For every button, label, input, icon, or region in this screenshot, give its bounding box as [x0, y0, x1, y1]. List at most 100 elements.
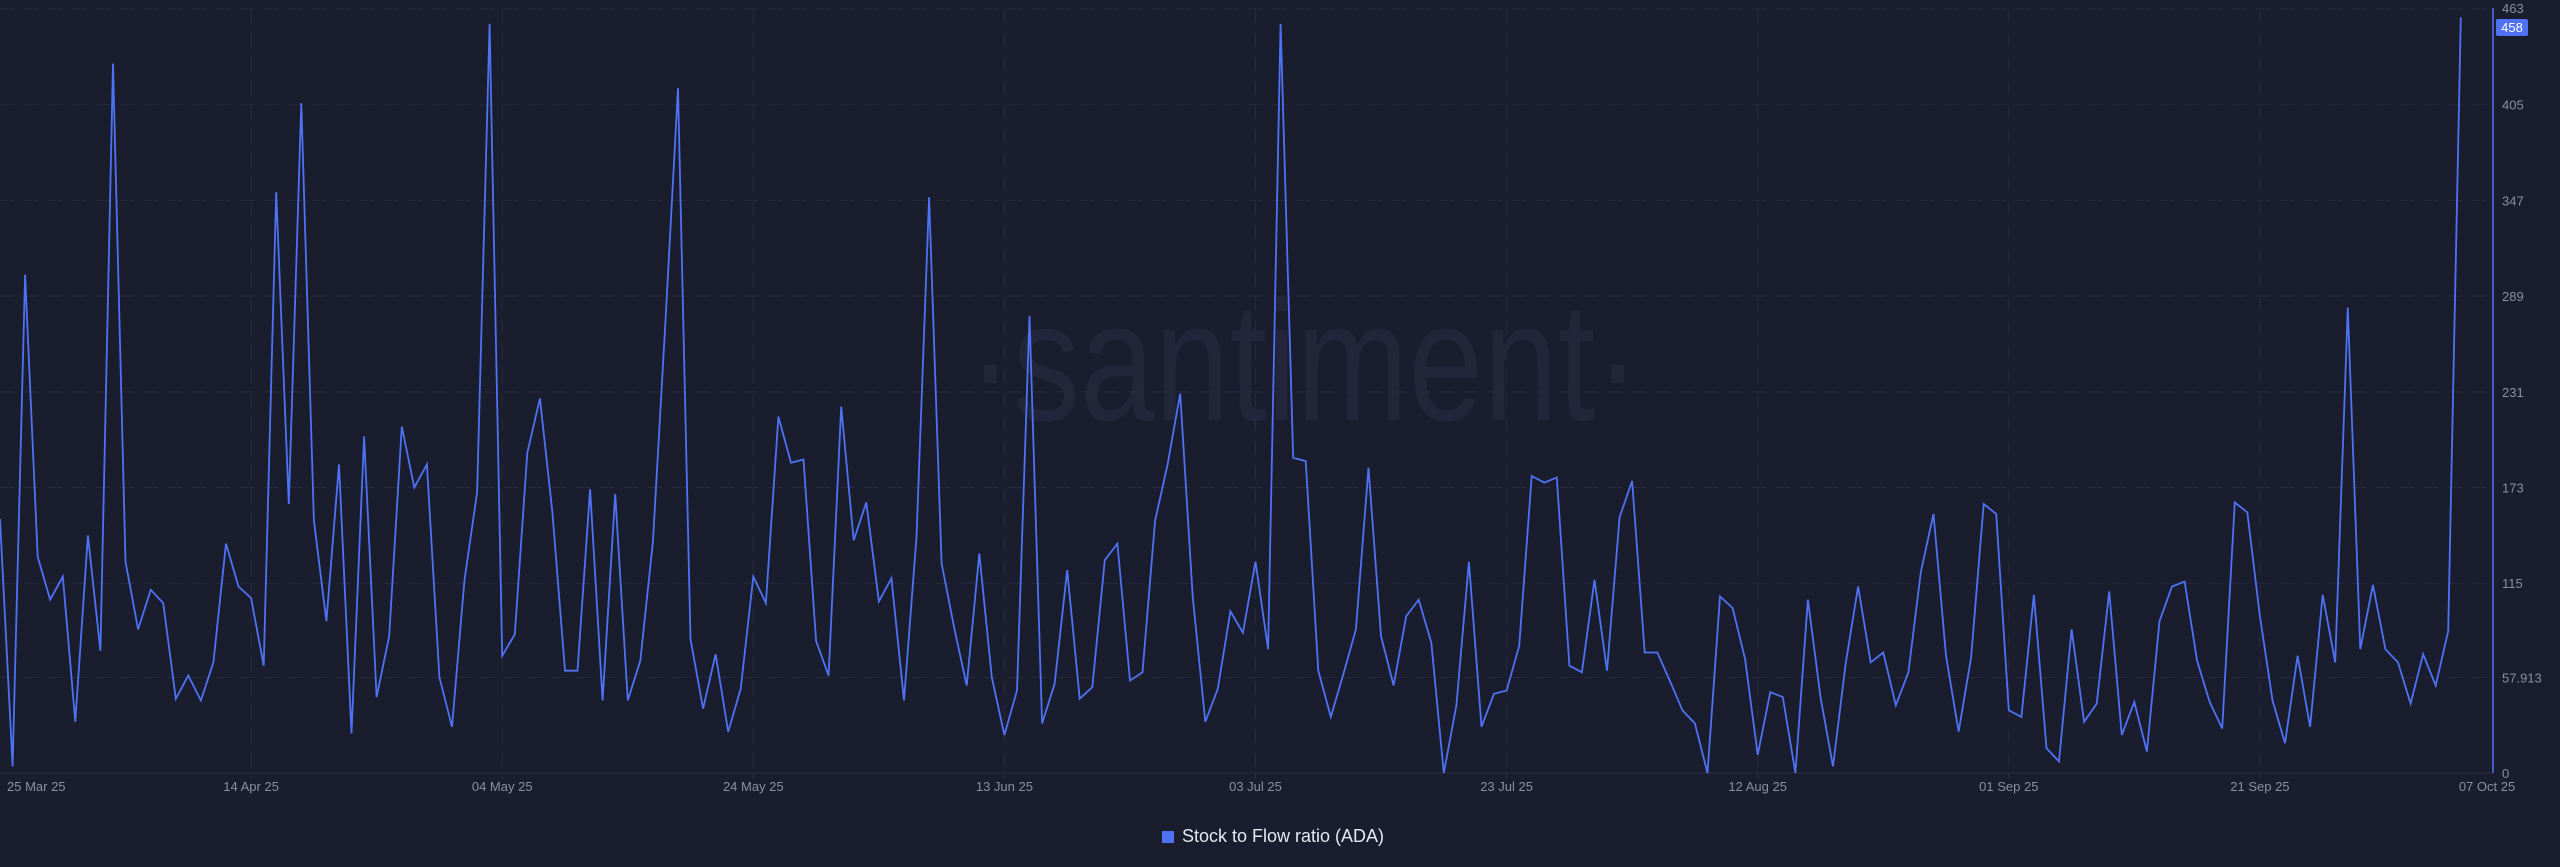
y-tick-label: 0	[2502, 766, 2509, 781]
data-point	[1455, 704, 1457, 706]
x-tick-label: 24 May 25	[723, 779, 784, 794]
data-point	[2447, 630, 2449, 632]
data-point	[1782, 696, 1784, 698]
data-point	[12, 765, 14, 767]
data-point	[1769, 691, 1771, 693]
data-point	[1606, 670, 1608, 672]
data-point	[677, 87, 679, 89]
data-point	[1732, 607, 1734, 609]
data-point	[2108, 590, 2110, 592]
data-point	[1016, 689, 1018, 691]
x-tick-label: 21 Sep 25	[2230, 779, 2289, 794]
data-point	[238, 586, 240, 588]
data-point	[137, 628, 139, 630]
data-point	[966, 685, 968, 687]
data-point	[803, 458, 805, 460]
data-point	[1895, 704, 1897, 706]
data-point	[2271, 699, 2273, 701]
data-point	[1204, 721, 1206, 723]
data-point	[840, 406, 842, 408]
data-point	[1744, 658, 1746, 660]
data-point	[388, 635, 390, 637]
data-point	[438, 676, 440, 678]
data-point	[489, 23, 491, 25]
data-point	[1794, 772, 1796, 774]
data-point	[112, 62, 114, 64]
data-point	[2008, 709, 2010, 711]
data-point	[2334, 661, 2336, 663]
data-point	[1669, 680, 1671, 682]
data-point	[401, 425, 403, 427]
data-point	[1932, 513, 1934, 515]
data-point	[62, 576, 64, 578]
data-point	[727, 731, 729, 733]
data-point	[551, 511, 553, 513]
last-value-badge: 458	[2496, 19, 2528, 36]
data-point	[376, 696, 378, 698]
data-point	[250, 597, 252, 599]
data-point	[1292, 457, 1294, 459]
data-point	[300, 102, 302, 104]
x-tick-label: 04 May 25	[472, 779, 533, 794]
legend[interactable]: Stock to Flow ratio (ADA)	[1162, 826, 1384, 847]
y-tick-label: 405	[2502, 98, 2524, 113]
data-point	[1958, 731, 1960, 733]
data-point	[1920, 571, 1922, 573]
data-point	[187, 675, 189, 677]
data-point	[941, 562, 943, 564]
data-point	[2158, 620, 2160, 622]
data-point	[1405, 615, 1407, 617]
y-tick-label: 115	[2502, 576, 2523, 591]
data-point	[200, 699, 202, 701]
data-point	[1468, 561, 1470, 563]
data-point	[2209, 701, 2211, 703]
data-point	[1945, 655, 1947, 657]
data-point	[853, 539, 855, 541]
data-point	[2234, 501, 2236, 503]
data-point	[2045, 747, 2047, 749]
data-point	[1267, 648, 1269, 650]
data-point	[514, 633, 516, 635]
data-point	[664, 322, 666, 324]
data-point	[1443, 772, 1445, 774]
data-point	[903, 699, 905, 701]
data-point	[1041, 722, 1043, 724]
data-point	[1104, 559, 1106, 561]
data-point	[325, 620, 327, 622]
data-point	[2435, 685, 2437, 687]
data-point	[288, 503, 290, 505]
data-point	[690, 638, 692, 640]
data-point	[2397, 661, 2399, 663]
data-point	[790, 462, 792, 464]
y-axis: 0 57.913 115 173 231 289 347 405 463	[2502, 1, 2542, 781]
data-point	[991, 676, 993, 678]
x-tick-label: 07 Oct 25	[2459, 779, 2515, 794]
data-point	[526, 452, 528, 454]
data-point	[74, 721, 76, 723]
data-point	[1995, 513, 1997, 515]
data-point	[2309, 726, 2311, 728]
data-point	[1355, 628, 1357, 630]
x-tick-label: 14 Apr 25	[223, 779, 279, 794]
data-point	[2184, 581, 2186, 583]
data-point	[1983, 503, 1985, 505]
data-point	[1694, 722, 1696, 724]
data-point	[1280, 23, 1282, 25]
data-point	[99, 650, 101, 652]
data-point	[363, 435, 365, 437]
data-point	[1581, 671, 1583, 673]
data-point	[1845, 663, 1847, 665]
data-point	[150, 589, 152, 591]
data-point	[2259, 615, 2261, 617]
data-point	[2020, 716, 2022, 718]
data-point	[765, 602, 767, 604]
legend-swatch	[1162, 830, 1174, 843]
data-point	[175, 698, 177, 700]
data-point	[413, 487, 415, 489]
last-value-badge-text: 458	[2501, 20, 2523, 35]
santiment-watermark: ·santiment·	[968, 267, 1640, 457]
data-point	[1644, 652, 1646, 654]
data-point	[263, 665, 265, 667]
data-point	[351, 732, 353, 734]
